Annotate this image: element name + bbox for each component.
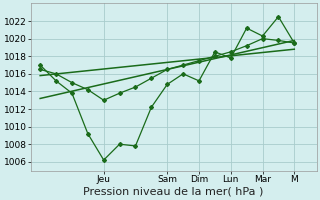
X-axis label: Pression niveau de la mer( hPa ): Pression niveau de la mer( hPa ) xyxy=(84,187,264,197)
